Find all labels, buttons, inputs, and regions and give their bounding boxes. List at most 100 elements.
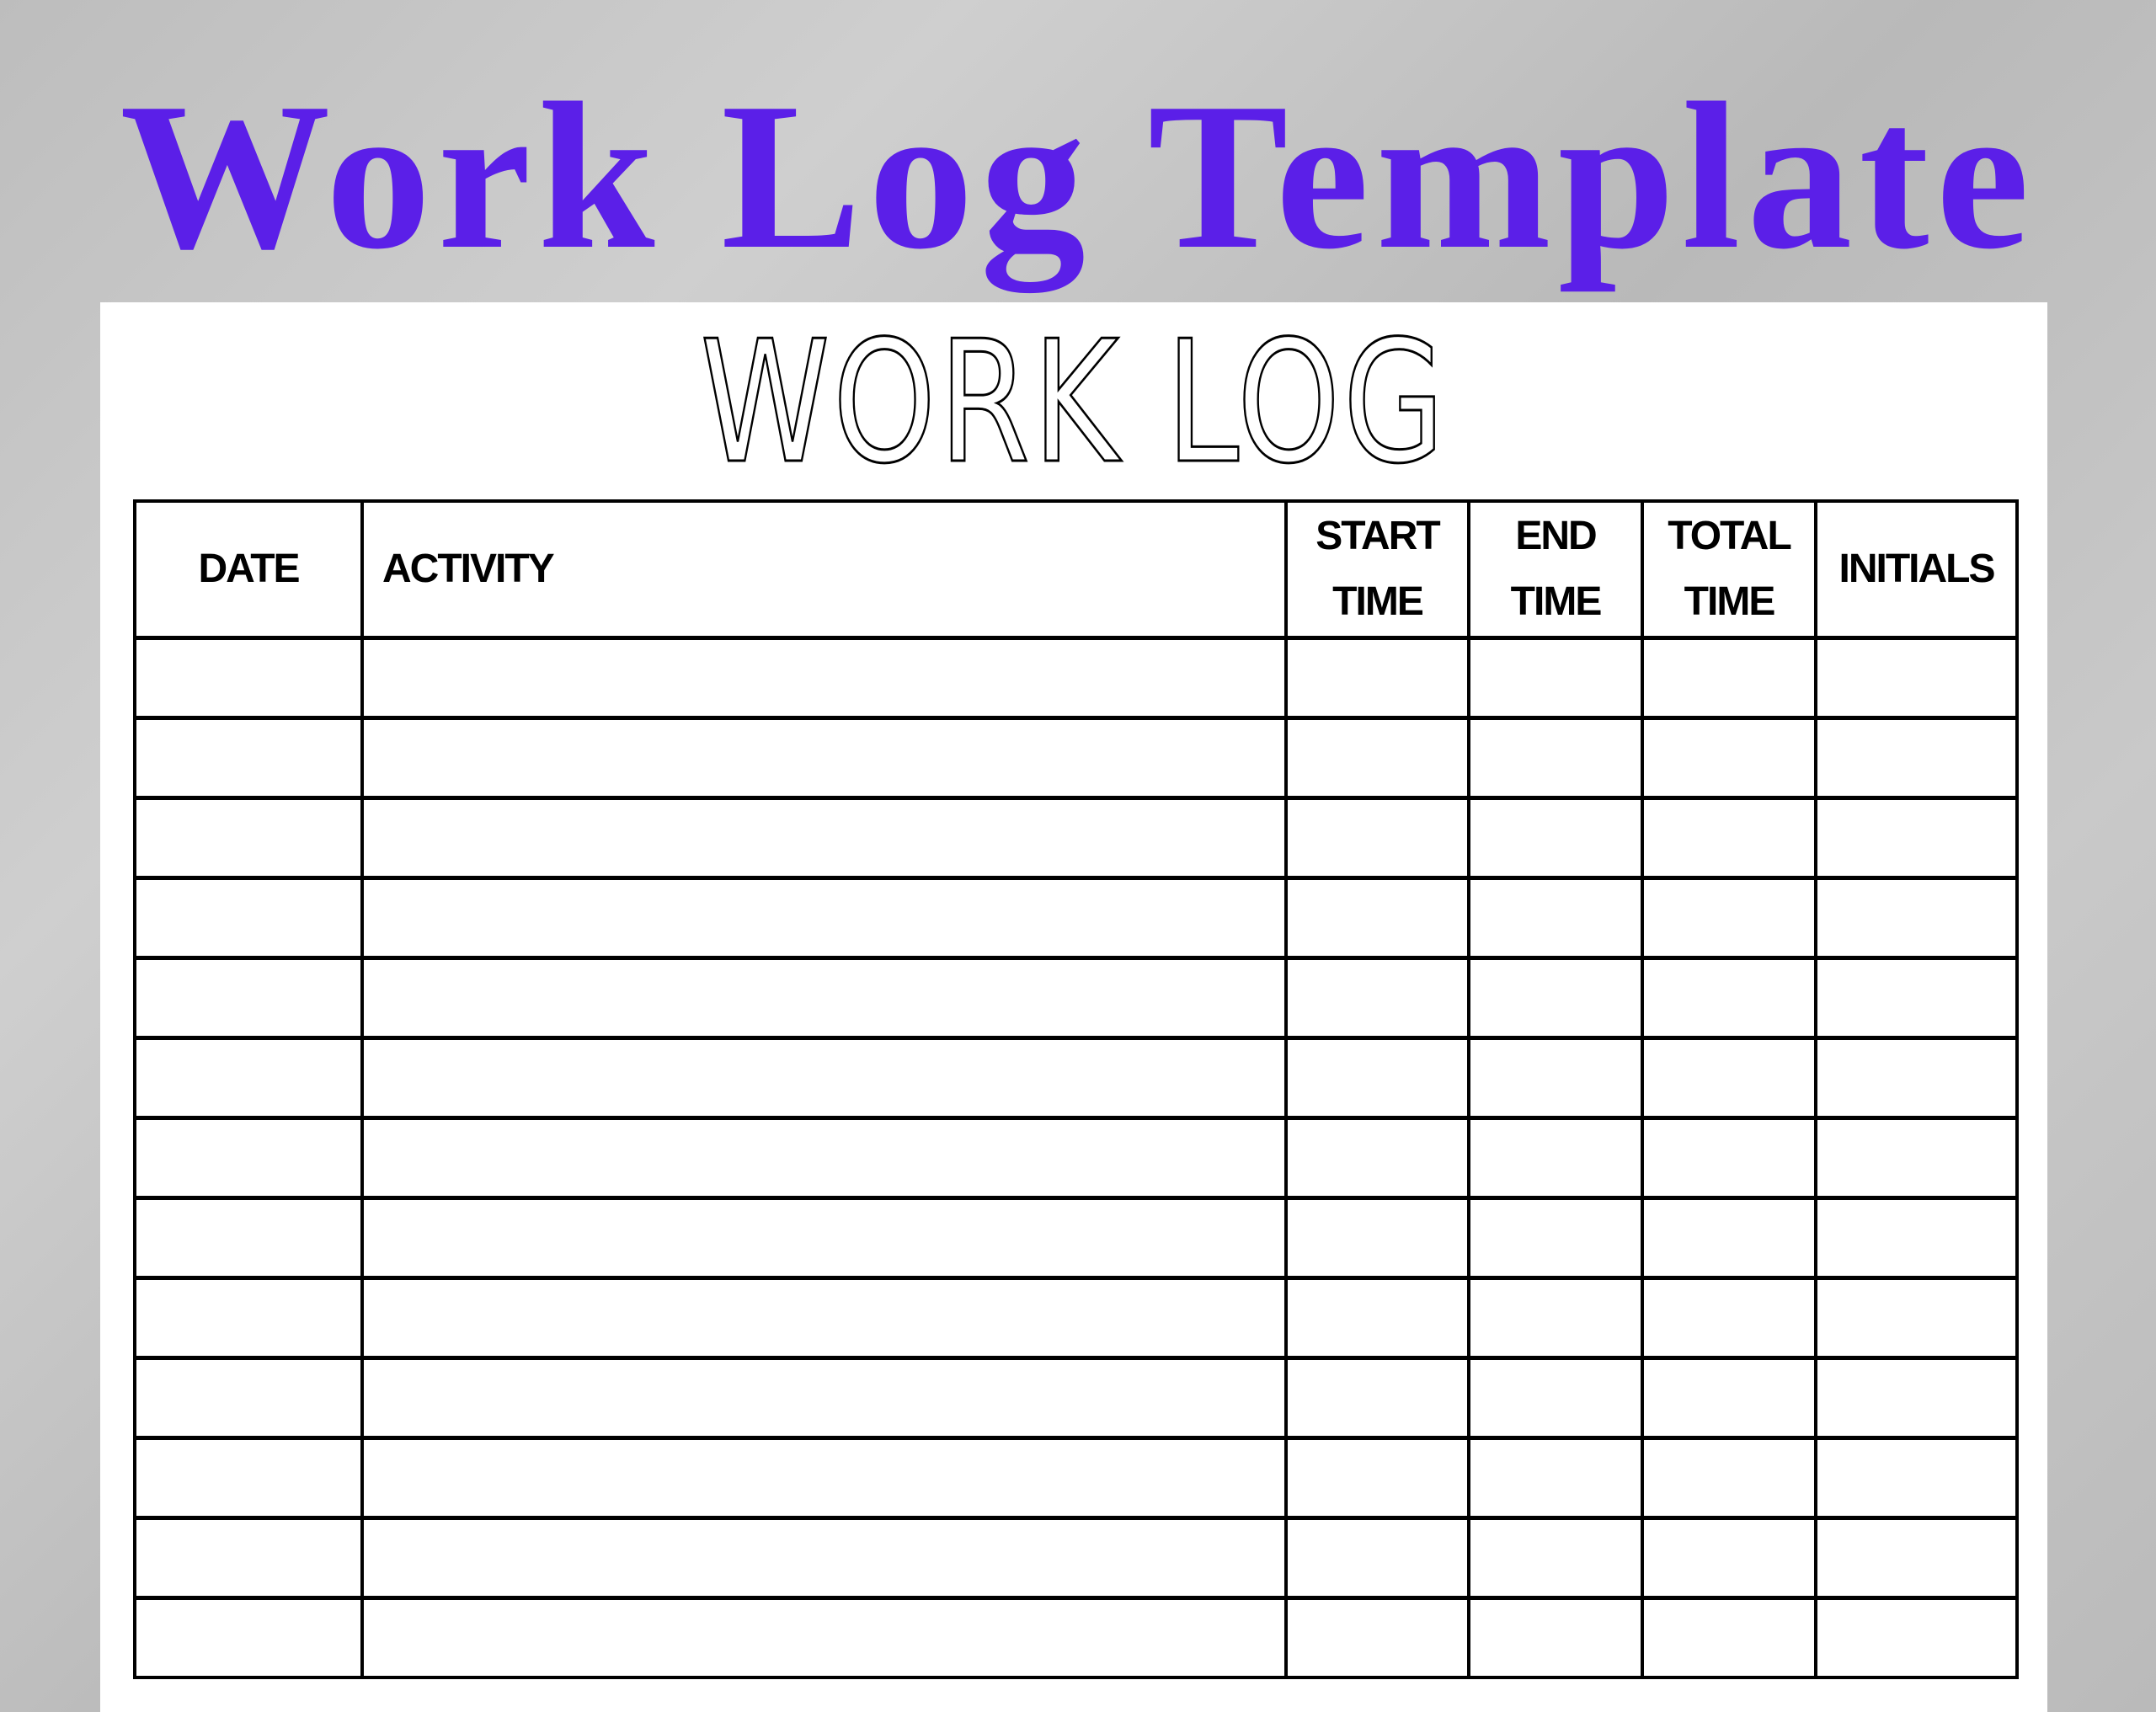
cell-date[interactable] <box>133 1196 364 1280</box>
cell-start-time[interactable] <box>1284 1116 1470 1200</box>
cell-start-time[interactable] <box>1284 1196 1470 1280</box>
cell-start-time[interactable] <box>1284 1596 1470 1679</box>
cell-initials[interactable] <box>1814 876 2019 960</box>
cell-initials[interactable] <box>1814 1276 2019 1360</box>
cell-activity[interactable] <box>360 1436 1288 1520</box>
cell-initials[interactable] <box>1814 956 2019 1040</box>
cell-activity[interactable] <box>360 796 1288 880</box>
cell-end-time[interactable] <box>1467 1116 1644 1200</box>
table-row <box>133 1516 2019 1600</box>
cell-date[interactable] <box>133 1276 364 1360</box>
cell-date[interactable] <box>133 1036 364 1120</box>
cell-activity[interactable] <box>360 1036 1288 1120</box>
cell-end-time[interactable] <box>1467 1036 1644 1120</box>
cell-start-time[interactable] <box>1284 1036 1470 1120</box>
cell-start-time[interactable] <box>1284 636 1470 720</box>
cell-total-time[interactable] <box>1641 1436 1817 1520</box>
cell-date[interactable] <box>133 636 364 720</box>
cell-date[interactable] <box>133 796 364 880</box>
table-row <box>133 956 2019 1040</box>
table-row <box>133 1356 2019 1440</box>
cell-date[interactable] <box>133 1596 364 1679</box>
column-header-total-time: TOTAL TIME <box>1641 499 1817 640</box>
cell-total-time[interactable] <box>1641 1036 1817 1120</box>
table-row <box>133 1276 2019 1360</box>
cell-initials[interactable] <box>1814 1036 2019 1120</box>
cell-date[interactable] <box>133 956 364 1040</box>
cell-start-time[interactable] <box>1284 876 1470 960</box>
banner-title: Work Log Template <box>120 60 2036 293</box>
cell-end-time[interactable] <box>1467 1436 1644 1520</box>
cell-date[interactable] <box>133 1436 364 1520</box>
cell-start-time[interactable] <box>1284 716 1470 800</box>
cell-total-time[interactable] <box>1641 956 1817 1040</box>
cell-end-time[interactable] <box>1467 1196 1644 1280</box>
cell-total-time[interactable] <box>1641 1276 1817 1360</box>
cell-start-time[interactable] <box>1284 1276 1470 1360</box>
cell-date[interactable] <box>133 716 364 800</box>
column-header-activity: ACTIVITY <box>360 499 1288 640</box>
cell-end-time[interactable] <box>1467 1516 1644 1600</box>
cell-initials[interactable] <box>1814 1116 2019 1200</box>
cell-total-time[interactable] <box>1641 1596 1817 1679</box>
cell-end-time[interactable] <box>1467 636 1644 720</box>
cell-initials[interactable] <box>1814 1596 2019 1679</box>
cell-initials[interactable] <box>1814 636 2019 720</box>
table-row <box>133 716 2019 800</box>
cell-start-time[interactable] <box>1284 1516 1470 1600</box>
cell-activity[interactable] <box>360 1116 1288 1200</box>
cell-end-time[interactable] <box>1467 956 1644 1040</box>
cell-end-time[interactable] <box>1467 1596 1644 1679</box>
cell-total-time[interactable] <box>1641 1196 1817 1280</box>
cell-total-time[interactable] <box>1641 796 1817 880</box>
table-row <box>133 1036 2019 1120</box>
cell-activity[interactable] <box>360 716 1288 800</box>
cell-activity[interactable] <box>360 1276 1288 1360</box>
cell-initials[interactable] <box>1814 1196 2019 1280</box>
cell-total-time[interactable] <box>1641 1516 1817 1600</box>
work-log-table: DATE ACTIVITY START TIME END TIME TOTAL TIM… <box>133 499 2019 1679</box>
sheet-title: WORK LOG <box>699 305 1448 501</box>
cell-initials[interactable] <box>1814 1356 2019 1440</box>
cell-total-time[interactable] <box>1641 1356 1817 1440</box>
table-body <box>133 636 2019 1679</box>
cell-end-time[interactable] <box>1467 876 1644 960</box>
cell-date[interactable] <box>133 1516 364 1600</box>
cell-start-time[interactable] <box>1284 1436 1470 1520</box>
cell-date[interactable] <box>133 1116 364 1200</box>
cell-start-time[interactable] <box>1284 1356 1470 1440</box>
cell-activity[interactable] <box>360 1516 1288 1600</box>
cell-end-time[interactable] <box>1467 796 1644 880</box>
cell-activity[interactable] <box>360 1196 1288 1280</box>
column-header-start-time: START TIME <box>1284 499 1470 640</box>
table-row <box>133 1436 2019 1520</box>
cell-end-time[interactable] <box>1467 716 1644 800</box>
cell-activity[interactable] <box>360 1356 1288 1440</box>
cell-total-time[interactable] <box>1641 1116 1817 1200</box>
cell-activity[interactable] <box>360 956 1288 1040</box>
table-row <box>133 1116 2019 1200</box>
cell-end-time[interactable] <box>1467 1276 1644 1360</box>
cell-start-time[interactable] <box>1284 796 1470 880</box>
table-row <box>133 1196 2019 1280</box>
table-row <box>133 876 2019 960</box>
cell-total-time[interactable] <box>1641 636 1817 720</box>
cell-end-time[interactable] <box>1467 1356 1644 1440</box>
cell-activity[interactable] <box>360 1596 1288 1679</box>
header-row: DATE ACTIVITY START TIME END TIME TOTAL TIM… <box>133 499 2019 640</box>
cell-start-time[interactable] <box>1284 956 1470 1040</box>
cell-activity[interactable] <box>360 876 1288 960</box>
cell-date[interactable] <box>133 1356 364 1440</box>
cell-initials[interactable] <box>1814 1436 2019 1520</box>
cell-initials[interactable] <box>1814 716 2019 800</box>
cell-date[interactable] <box>133 876 364 960</box>
cell-initials[interactable] <box>1814 1516 2019 1600</box>
cell-total-time[interactable] <box>1641 876 1817 960</box>
table-row <box>133 796 2019 880</box>
table-row <box>133 636 2019 720</box>
cell-initials[interactable] <box>1814 796 2019 880</box>
column-header-initials: INITIALS <box>1814 499 2019 640</box>
cell-total-time[interactable] <box>1641 716 1817 800</box>
cell-activity[interactable] <box>360 636 1288 720</box>
table-row <box>133 1596 2019 1679</box>
